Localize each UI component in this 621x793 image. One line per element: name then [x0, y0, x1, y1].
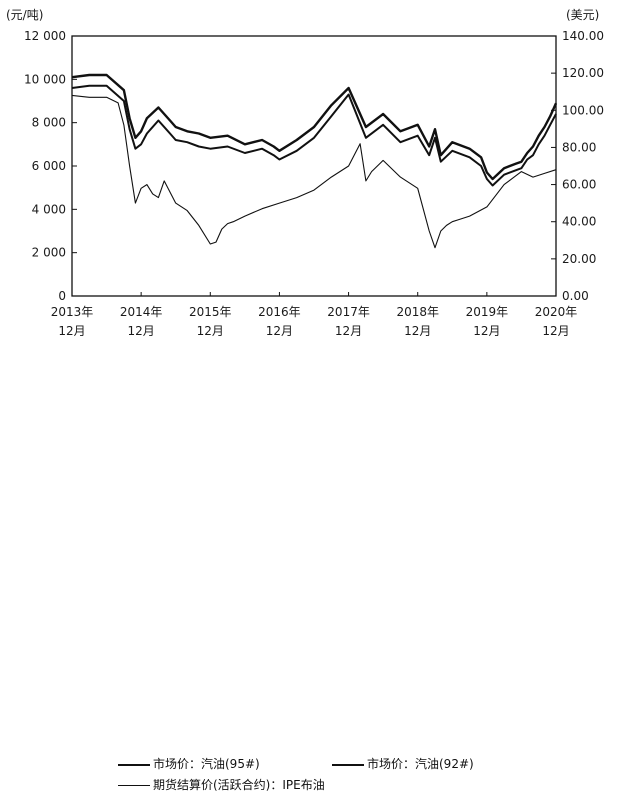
series-line-gasoline-92: [71, 84, 557, 187]
x-tick-year: 2018年: [396, 305, 439, 319]
right-tick-label: 120.00: [562, 66, 604, 80]
legend-label-95: 市场价：汽油(95#): [153, 757, 260, 771]
left-tick-label: 2 000: [32, 246, 66, 260]
x-tick-year: 2017年: [327, 305, 370, 319]
x-tick-year: 2013年: [51, 305, 94, 319]
x-tick-month: 12月: [58, 324, 85, 338]
x-tick-year: 2016年: [258, 305, 301, 319]
x-tick-month: 12月: [335, 324, 362, 338]
right-tick-label: 0.00: [562, 289, 589, 303]
left-tick-label: 8 000: [32, 116, 66, 130]
right-tick-label: 60.00: [562, 178, 596, 192]
left-tick-label: 4 000: [32, 202, 66, 216]
legend-item-95: 市场价：汽油(95#): [118, 755, 260, 772]
legend-item-brent: 期货结算价(活跃合约)：IPE布油: [118, 776, 325, 793]
x-tick-month: 12月: [128, 324, 155, 338]
right-tick-label: 40.00: [562, 215, 596, 229]
x-tick-year: 2015年: [189, 305, 232, 319]
x-tick-month: 12月: [197, 324, 224, 338]
left-tick-label: 0: [58, 289, 66, 303]
chart-svg: (元/吨) (美元) 0 2 000 4 000 6 000 8 000 10 000 12…: [6, 8, 604, 338]
series-line-ipe-brent: [71, 94, 557, 249]
x-tick-year: 2014年: [120, 305, 163, 319]
right-tick-label: 140.00: [562, 29, 604, 43]
legend-swatch-95: [118, 763, 150, 766]
legend-item-92: 市场价：汽油(92#): [332, 755, 474, 772]
legend-label-92: 市场价：汽油(92#): [367, 757, 474, 771]
x-tick-month: 12月: [404, 324, 431, 338]
x-tick-month: 12月: [542, 324, 569, 338]
right-axis-unit: (美元): [566, 8, 599, 22]
right-tick-label: 100.00: [562, 103, 604, 117]
series-line-gasoline-95: [71, 73, 558, 181]
left-tick-label: 6 000: [32, 159, 66, 173]
x-tick-year: 2019年: [466, 305, 509, 319]
left-tick-label: 12 000: [24, 29, 66, 43]
x-tick-month: 12月: [266, 324, 293, 338]
left-axis-unit: (元/吨): [6, 8, 43, 22]
x-tick-month: 12月: [473, 324, 500, 338]
right-tick-label: 80.00: [562, 140, 596, 154]
left-tick-label: 10 000: [24, 72, 66, 86]
legend-swatch-92: [332, 763, 364, 766]
x-tick-year: 2020年: [535, 305, 578, 319]
legend-label-brent: 期货结算价(活跃合约)：IPE布油: [153, 778, 325, 792]
chart-figure: (元/吨) (美元) 0 2 000 4 000 6 000 8 000 10 000 12…: [6, 8, 604, 792]
right-tick-label: 20.00: [562, 252, 596, 266]
legend-swatch-brent: [118, 785, 150, 786]
